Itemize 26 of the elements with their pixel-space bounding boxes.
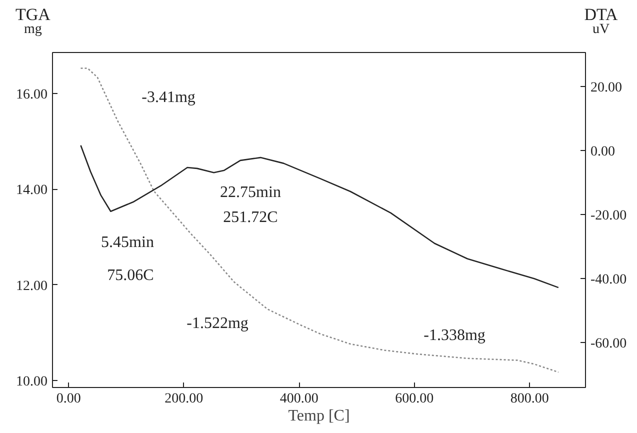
x-tick-label: 800.00 [510,392,549,406]
y-axis-title: TGA mg [14,5,52,37]
annotation: 251.72C [223,209,278,226]
y-tick-label: 14.00 [16,183,48,198]
y-tick-label: 12.00 [16,278,48,294]
y2-tick-label: 20.00 [590,80,622,96]
y2-axis-title: DTA uV [583,5,619,37]
y2-tick-label: -40.00 [590,272,627,288]
y2-tick-label: -20.00 [590,208,627,224]
annotation: -3.41mg [142,89,196,106]
x-axis-title: Temp [C] [288,408,350,424]
annotation: 22.75min [220,184,281,201]
x-tick-label: 0.00 [56,392,81,406]
x-tick-label: 400.00 [280,392,318,406]
y-tick-label: 10.00 [16,374,48,390]
annotation: -1.338mg [424,327,486,344]
line-series [80,144,560,288]
line-series [80,68,560,373]
x-tick-label: 200.00 [164,392,204,406]
y-tick-label: 16.00 [16,88,48,103]
y2-tick-label: -60.00 [590,336,627,352]
annotation: 5.45min [101,234,154,251]
annotation: 75.06C [107,267,154,284]
x-tick-label: 600.00 [395,392,434,406]
annotation: -1.522mg [186,315,248,332]
y2-tick-label: 0.00 [590,144,615,160]
